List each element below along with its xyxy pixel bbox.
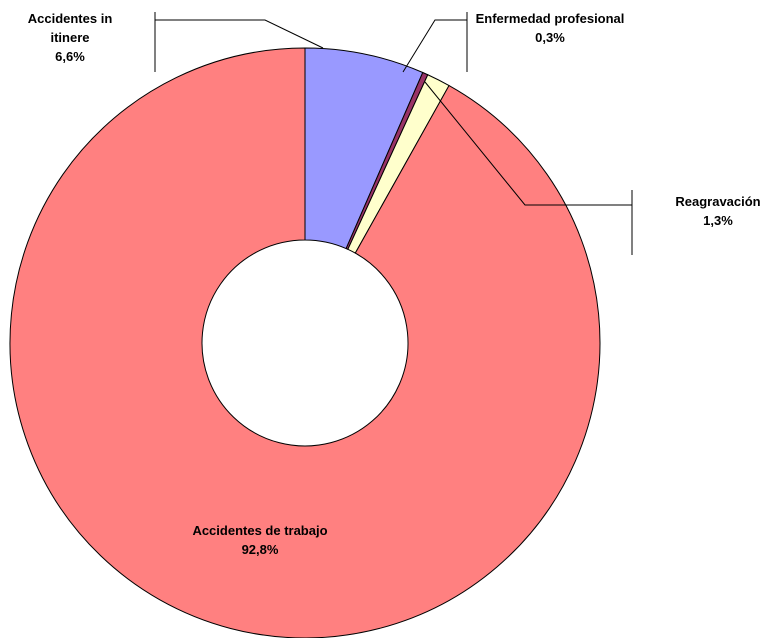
value-label: 0,3% <box>535 30 565 45</box>
slice-label: Accidentes in itinere 6,6% <box>10 9 130 66</box>
category-label: Reagravación <box>675 194 761 209</box>
value-label: 6,6% <box>55 49 85 64</box>
slices <box>9 47 601 638</box>
leader-line <box>424 81 632 206</box>
slice-label: Reagravación 1,3% <box>658 192 778 230</box>
category-label: Accidentes in itinere <box>27 11 113 45</box>
leader-line <box>402 19 467 73</box>
slice-label: Enfermedad profesional 0,3% <box>470 9 630 47</box>
category-label: Accidentes de trabajo <box>192 523 328 538</box>
category-label: Enfermedad profesional <box>475 11 625 26</box>
slice-label: Accidentes de trabajo 92,8% <box>160 521 360 559</box>
donut-slice <box>9 47 601 638</box>
value-label: 1,3% <box>703 213 733 228</box>
value-label: 92,8% <box>241 542 279 557</box>
leader-line <box>155 19 324 49</box>
